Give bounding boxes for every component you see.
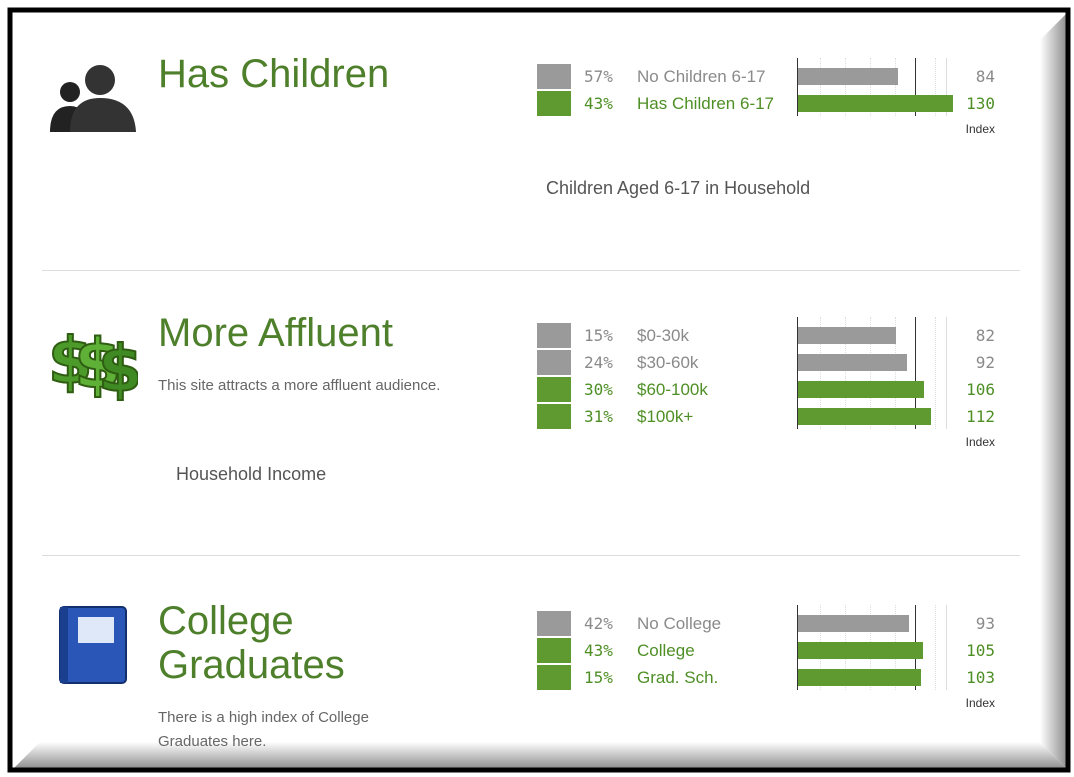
index-value: 112 — [966, 407, 995, 426]
percent: 57% — [584, 67, 613, 86]
index-bar — [798, 68, 898, 85]
bevel-bottom — [12, 742, 1068, 770]
grid-line — [870, 58, 871, 116]
axis-line — [946, 605, 947, 690]
index-bar — [798, 354, 908, 371]
segment — [537, 350, 571, 375]
index-value: 106 — [966, 380, 995, 399]
reference-line — [915, 317, 916, 429]
index-value: 130 — [966, 94, 995, 113]
index-value: 82 — [975, 326, 995, 345]
axis-line — [797, 605, 798, 690]
index-value: 103 — [966, 668, 995, 687]
axis-line — [797, 317, 798, 429]
index-bar — [798, 381, 925, 398]
bevel-right — [1040, 12, 1068, 770]
index-label: Index — [965, 122, 995, 136]
segment — [537, 404, 571, 429]
row-label: $0-30k — [637, 326, 689, 345]
section-title: Has Children — [158, 52, 390, 96]
percent: 30% — [584, 380, 613, 399]
percent: 15% — [584, 326, 613, 345]
grid-line — [845, 58, 846, 116]
index-bar — [798, 408, 932, 425]
icon-book — [59, 606, 127, 684]
divider — [42, 555, 1020, 556]
index-value: 105 — [966, 641, 995, 660]
icon-dollars: $ $ $ — [48, 324, 138, 401]
icon-children — [50, 65, 136, 132]
segment — [537, 64, 571, 89]
caption: Household Income — [176, 464, 327, 484]
row-label: No Children 6-17 — [637, 67, 766, 86]
grid-line — [935, 317, 936, 429]
axis-line — [797, 58, 798, 116]
row-label: $100k+ — [637, 407, 694, 426]
section: $ $ $ More Affluent This site attracts a… — [0, 311, 1074, 484]
row-label: $60-100k — [637, 380, 708, 399]
grid-line — [845, 317, 846, 429]
grid-line — [870, 317, 871, 429]
index-bar — [798, 615, 909, 632]
row-label: No College — [637, 614, 722, 633]
section-title: College Graduates — [158, 599, 345, 687]
grid-line — [820, 317, 821, 429]
segment — [537, 611, 571, 636]
divider — [42, 270, 1020, 271]
percent: 24% — [584, 353, 613, 372]
section: College Graduates There is a high index … — [0, 599, 1074, 750]
index-bar — [798, 669, 921, 686]
index-label: Index — [965, 696, 995, 710]
row-label: Has Children 6-17 — [637, 94, 775, 113]
percent: 15% — [584, 668, 613, 687]
segment — [537, 665, 571, 690]
grid-line — [935, 605, 936, 690]
index-value: 93 — [975, 614, 995, 633]
reference-line — [915, 58, 916, 116]
grid-line — [895, 58, 896, 116]
svg-text:$: $ — [74, 325, 121, 401]
axis-line — [946, 58, 947, 116]
section: Has Children Children Aged 6-17 in House… — [0, 52, 1074, 198]
description: There is a high index of College Graduat… — [158, 709, 369, 750]
row-label: Grad. Sch. — [637, 668, 719, 687]
index-label: Index — [965, 435, 995, 449]
index-value: 92 — [975, 353, 995, 372]
grid-line — [820, 58, 821, 116]
axis-line — [946, 317, 947, 429]
border — [7, 7, 1071, 773]
segment — [537, 377, 571, 402]
percent: 43% — [584, 641, 613, 660]
index-bar — [798, 95, 953, 112]
svg-text:$: $ — [48, 325, 93, 399]
percent: 42% — [584, 614, 613, 633]
row-label: $30-60k — [637, 353, 699, 372]
segment — [537, 91, 571, 116]
grid-line — [935, 58, 936, 116]
index-value: 84 — [975, 67, 995, 86]
segment — [537, 323, 571, 348]
grid-line — [895, 317, 896, 429]
percent: 31% — [584, 407, 613, 426]
segment — [537, 638, 571, 663]
index-bar — [798, 642, 923, 659]
percent: 43% — [584, 94, 613, 113]
section-title: More Affluent — [158, 311, 393, 355]
description: This site attracts a more affluent audie… — [158, 377, 441, 394]
index-bar — [798, 327, 896, 344]
row-label: College — [637, 641, 695, 660]
svg-text:$: $ — [98, 333, 138, 401]
caption: Children Aged 6-17 in Household — [546, 178, 811, 198]
